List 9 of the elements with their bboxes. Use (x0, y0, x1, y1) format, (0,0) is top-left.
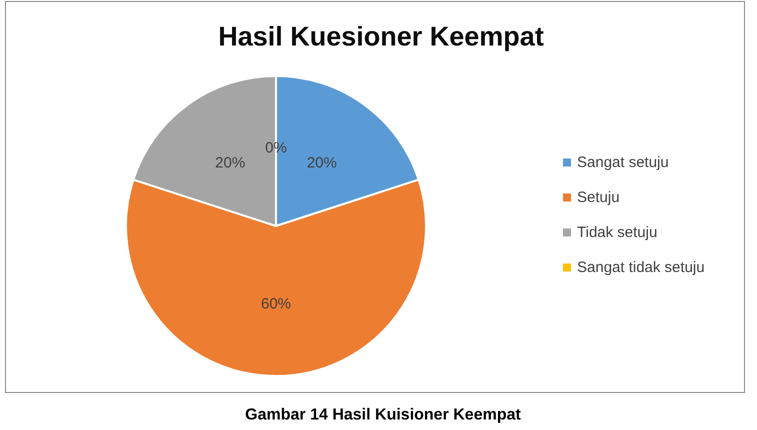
data-label: 20% (215, 154, 246, 172)
legend-label: Setuju (577, 189, 620, 206)
chart-title: Hasil Kuesioner Keempat (218, 22, 544, 52)
text: Gambar 14 Hasil Kuisioner Keempat (245, 406, 522, 424)
data-label: 60% (260, 296, 292, 312)
legend-label: Tidak setuju (577, 224, 658, 241)
data-label: 20% (306, 154, 337, 172)
legend-label: Sangat setuju (577, 154, 669, 171)
legend-label: Sangat tidak setuju (577, 259, 705, 276)
